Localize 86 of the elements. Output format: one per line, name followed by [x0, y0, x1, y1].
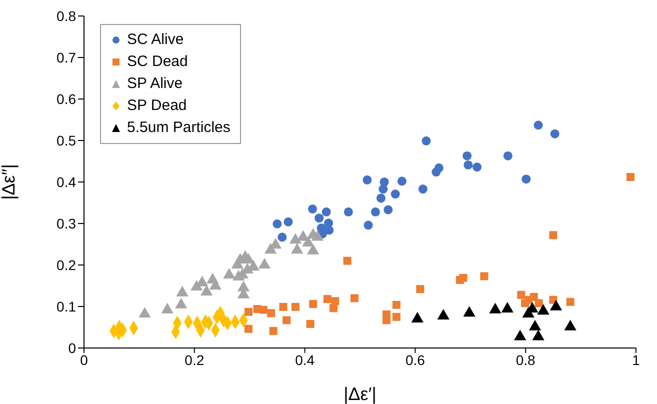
point — [422, 136, 431, 146]
y-tick-label: 0.2 — [56, 256, 76, 273]
point — [279, 302, 288, 311]
point — [464, 160, 473, 170]
y-tick-label: 0.5 — [56, 132, 76, 148]
y-tick-label: 0.1 — [56, 298, 76, 314]
point — [530, 292, 538, 301]
point — [278, 232, 287, 242]
point — [272, 219, 282, 228]
point — [626, 173, 634, 182]
point — [370, 207, 380, 216]
point — [550, 129, 560, 138]
point — [258, 258, 271, 269]
point — [437, 309, 450, 320]
point — [537, 304, 550, 315]
point — [534, 299, 543, 308]
point — [503, 151, 512, 160]
x-tick-label: 0.8 — [516, 352, 536, 368]
point — [489, 302, 502, 314]
point — [244, 308, 252, 316]
point — [282, 316, 291, 324]
point — [514, 330, 526, 340]
y-tick-label: 0 — [68, 340, 76, 356]
point — [291, 302, 300, 311]
point — [322, 207, 331, 216]
point — [350, 294, 358, 302]
point — [459, 274, 468, 282]
x-tick-label: 0 — [80, 352, 88, 368]
point — [309, 300, 318, 308]
point — [534, 120, 543, 130]
point — [517, 290, 526, 299]
point — [343, 256, 352, 265]
point — [311, 230, 324, 241]
point — [532, 330, 544, 340]
point — [362, 175, 372, 184]
point — [463, 306, 476, 317]
legend-label: SP Alive — [127, 74, 183, 94]
point — [176, 286, 188, 296]
y-tick-label: 0.8 — [56, 8, 76, 24]
point — [549, 231, 558, 240]
point — [376, 194, 386, 203]
x-tick-label: 0.4 — [295, 352, 315, 368]
point — [330, 304, 338, 312]
point — [324, 226, 334, 235]
point — [290, 243, 304, 254]
point — [480, 272, 488, 280]
legend-label: 5.5um Particles — [127, 118, 230, 138]
point — [306, 320, 314, 328]
point — [397, 176, 406, 186]
point — [289, 233, 302, 244]
x-tick-label: 0.2 — [184, 352, 204, 368]
point — [161, 302, 174, 314]
point — [434, 163, 444, 172]
legend-label: SC Alive — [127, 30, 184, 50]
legend-label: SC Dead — [127, 52, 188, 72]
point — [522, 174, 531, 184]
point — [302, 236, 314, 247]
point — [418, 184, 428, 194]
point — [344, 207, 353, 216]
point — [259, 306, 268, 314]
point — [308, 204, 318, 214]
y-tick-label: 0.7 — [56, 49, 76, 66]
point — [364, 220, 373, 230]
point — [390, 190, 400, 199]
point — [384, 205, 393, 214]
point — [378, 184, 388, 194]
point — [392, 300, 400, 309]
point — [416, 285, 424, 294]
y-tick-label: 0.6 — [56, 90, 76, 107]
point — [462, 151, 472, 160]
point — [284, 217, 293, 226]
point — [472, 162, 482, 172]
x-tick-label: 1 — [632, 352, 640, 368]
point — [323, 295, 332, 304]
point — [314, 214, 324, 223]
point — [392, 312, 400, 321]
point — [244, 324, 252, 333]
legend-label: SP Dead — [127, 96, 187, 116]
point — [267, 309, 276, 318]
point — [566, 298, 574, 306]
y-tick-label: 0.3 — [56, 215, 76, 232]
x-tick-label: 0.6 — [405, 352, 426, 368]
y-tick-label: 0.4 — [56, 174, 76, 190]
point — [269, 326, 278, 335]
y-axis-title: |Δε″| — [0, 164, 18, 200]
x-axis-title: |Δε′| — [344, 384, 376, 404]
